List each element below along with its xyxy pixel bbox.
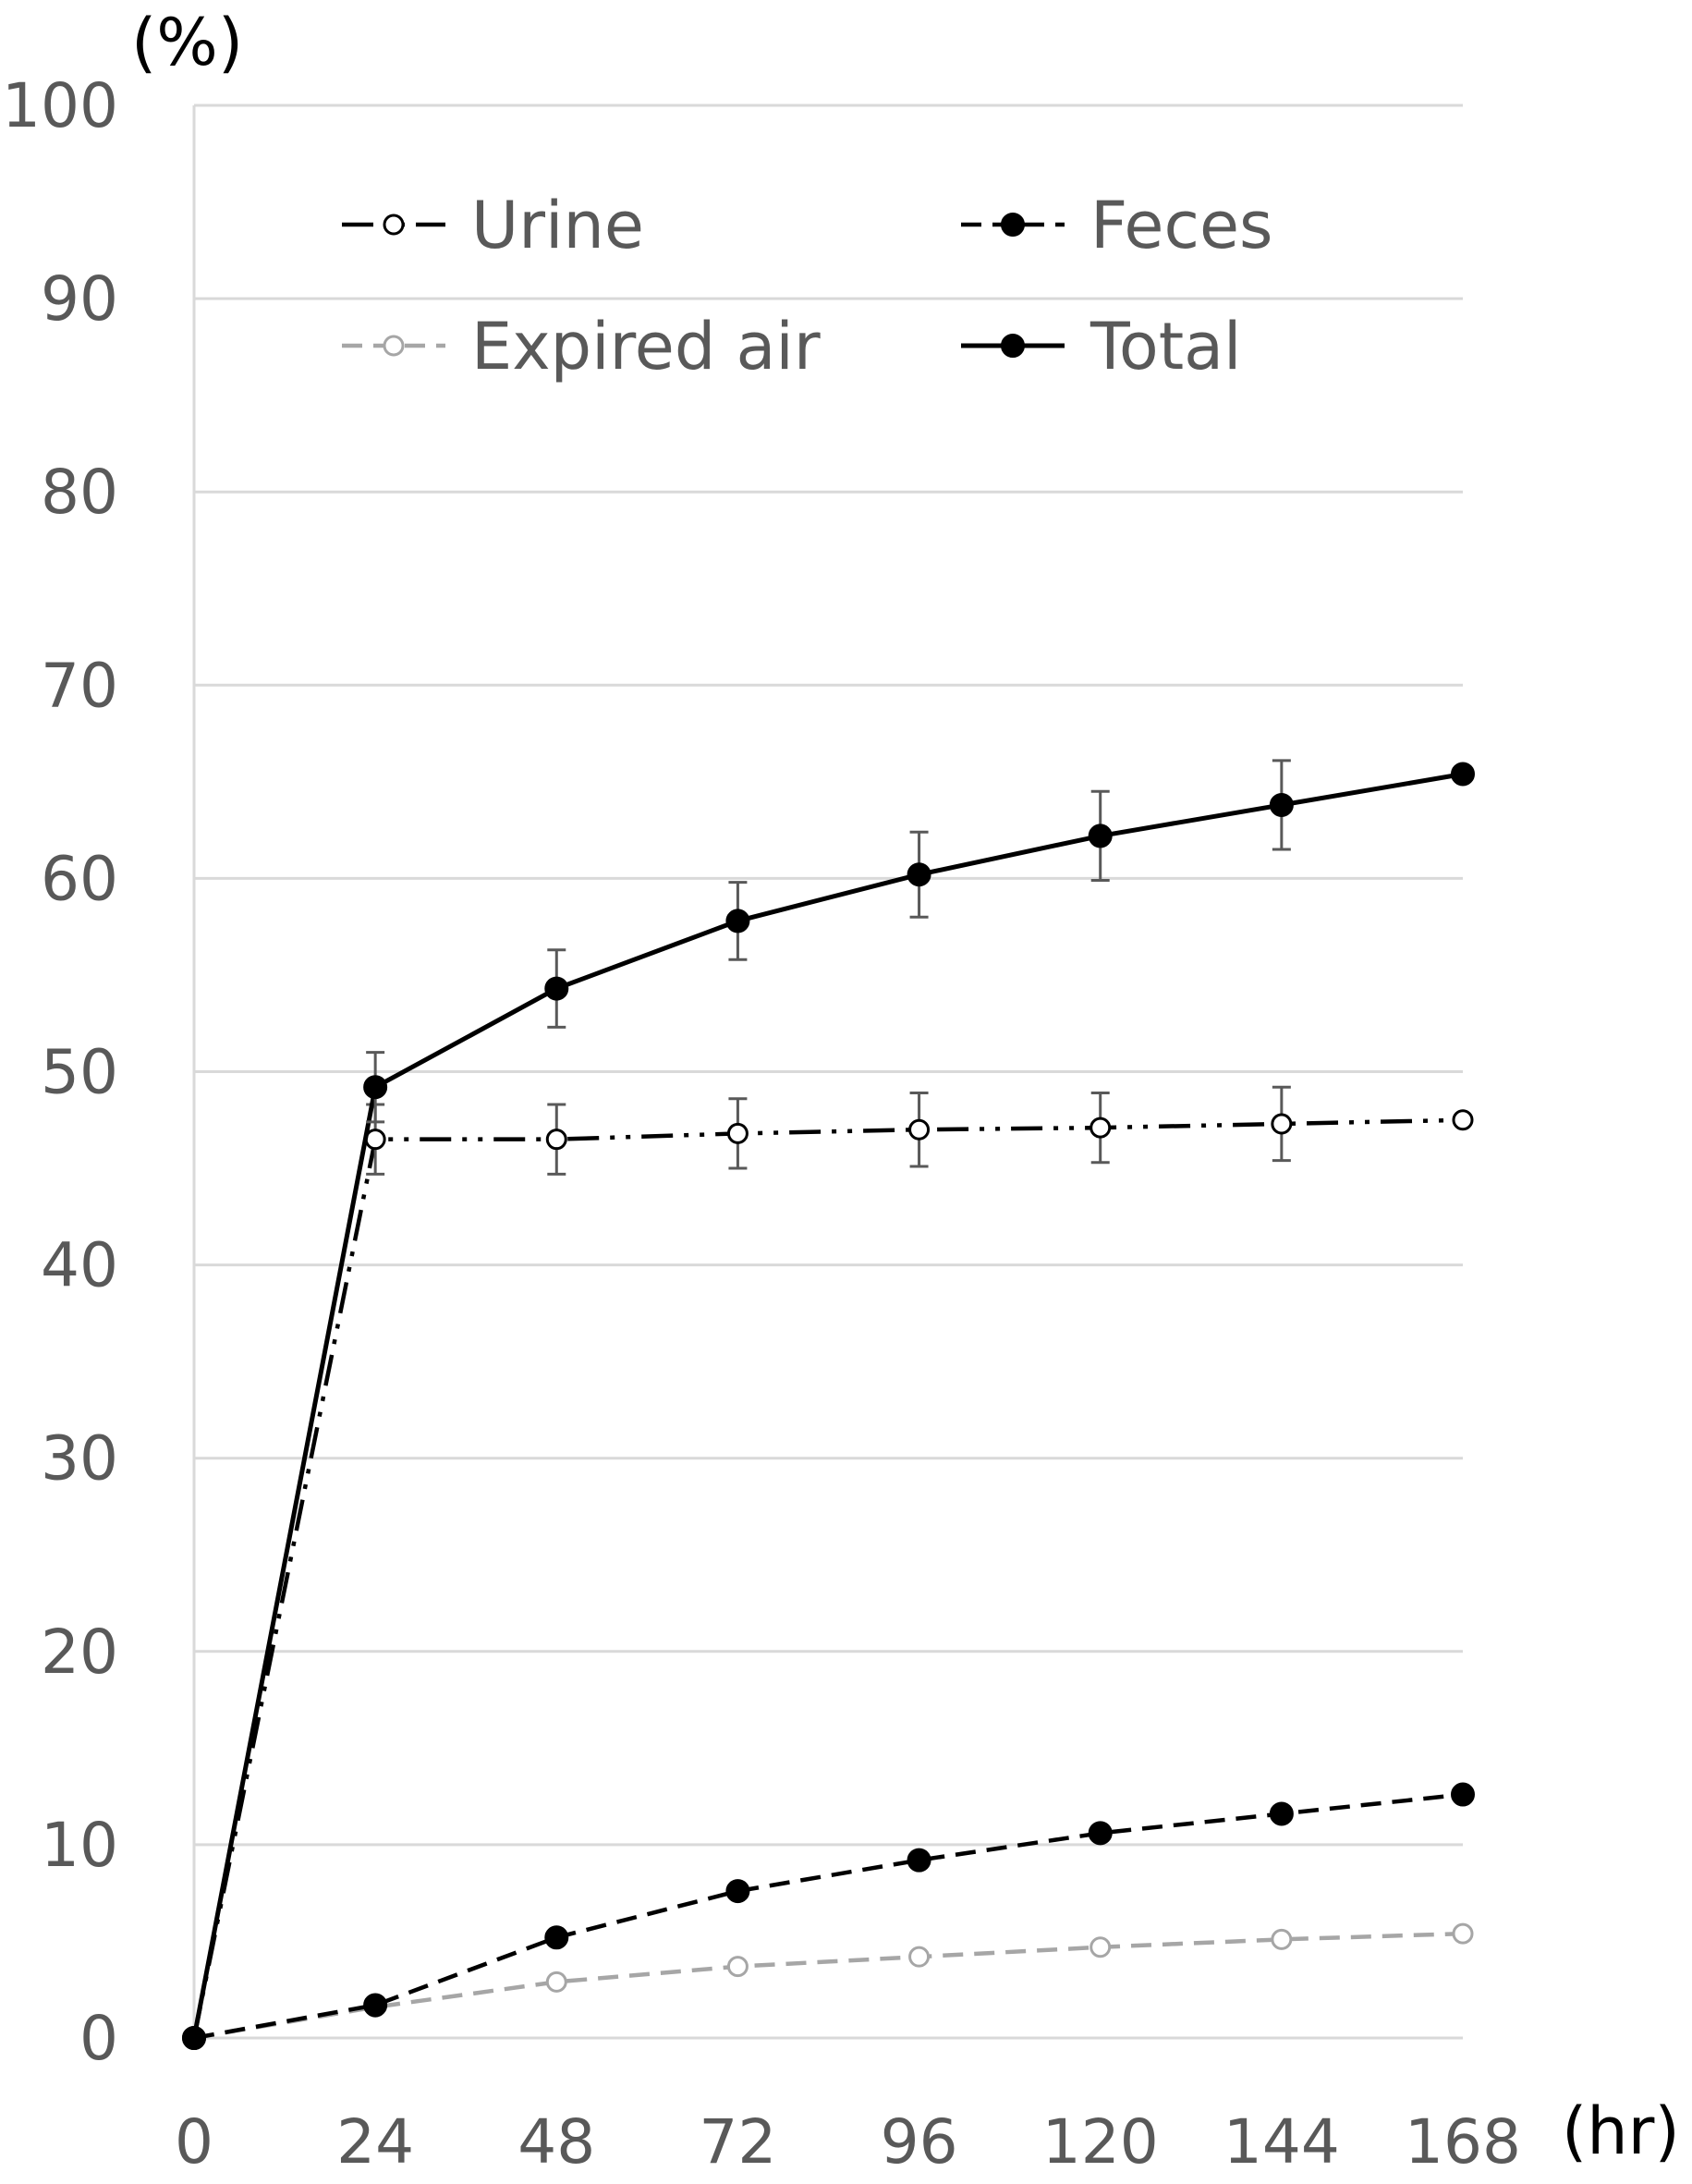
- y-tick-label: 60: [41, 843, 118, 914]
- expired-air-point: [908, 1946, 931, 1968]
- x-tick-label: 48: [517, 2106, 595, 2178]
- legend-label: Urine: [471, 188, 644, 263]
- feces-point: [363, 1993, 388, 2018]
- axes: [192, 105, 1463, 2040]
- legend-item-total: Total: [961, 309, 1241, 384]
- y-axis-unit-label: (%): [131, 5, 243, 80]
- urine-point: [908, 1118, 931, 1141]
- x-tick-label: 96: [881, 2106, 958, 2178]
- y-tick-label: 0: [79, 2003, 118, 2074]
- legend: Urine Feces Expired air Total: [342, 188, 1273, 384]
- y-tick-label: 20: [41, 1617, 118, 1688]
- total-point: [1088, 824, 1113, 848]
- y-tick-label: 40: [41, 1230, 118, 1301]
- feces-point: [1269, 1801, 1294, 1826]
- total-point: [907, 862, 931, 887]
- tick-labels: 0 10 20 30 40 50 60 70 80 90 100 0 24 48 72 96 120 144 168: [2, 70, 1521, 2178]
- legend-label: Total: [1089, 309, 1241, 384]
- legend-swatch-marker: [1001, 213, 1025, 237]
- total-point: [182, 2026, 206, 2050]
- x-tick-label: 120: [1042, 2106, 1159, 2178]
- gridlines: [194, 104, 1463, 1847]
- series-urine: [183, 1085, 1474, 2049]
- feces-line: [193, 1792, 1464, 2041]
- x-tick-label: 0: [175, 2106, 213, 2178]
- y-tick-label: 100: [2, 70, 118, 141]
- y-tick-label: 10: [41, 1810, 118, 1881]
- legend-item-expired-air: Expired air: [342, 309, 821, 384]
- y-tick-label: 30: [41, 1423, 118, 1495]
- total-point: [1451, 762, 1475, 787]
- expired-air-point: [1089, 1936, 1112, 1958]
- feces-point: [907, 1848, 931, 1873]
- series-total: [182, 759, 1475, 2050]
- legend-label: Feces: [1090, 188, 1273, 263]
- legend-swatch-marker: [383, 335, 405, 357]
- urine-point: [726, 1122, 749, 1144]
- x-tick-label: 168: [1405, 2106, 1521, 2178]
- urine-point: [1452, 1109, 1474, 1131]
- expired-air-point: [1452, 1922, 1474, 1945]
- y-tick-label: 50: [41, 1037, 118, 1108]
- series-feces: [182, 1782, 1475, 2050]
- series: [182, 759, 1475, 2050]
- y-tick-label: 80: [41, 457, 118, 528]
- feces-point: [725, 1879, 750, 1904]
- expired-air-line: [193, 1931, 1464, 2041]
- legend-item-urine: Urine: [342, 188, 644, 263]
- feces-point: [1451, 1782, 1475, 1807]
- y-tick-label: 70: [41, 650, 118, 721]
- x-tick-label: 144: [1223, 2106, 1340, 2178]
- legend-item-feces: Feces: [961, 188, 1273, 263]
- expired-air-point: [545, 1970, 567, 1993]
- total-point: [544, 976, 569, 1001]
- legend-label: Expired air: [471, 309, 821, 384]
- series-expired-air: [183, 1922, 1474, 2049]
- expired-air-point: [1271, 1928, 1293, 1950]
- urine-point: [545, 1129, 567, 1151]
- x-tick-label: 24: [336, 2106, 414, 2178]
- urine-line: [191, 1117, 1464, 2039]
- expired-air-point: [726, 1956, 749, 1978]
- urine-point: [1271, 1113, 1293, 1135]
- x-axis-unit-label: (hr): [1562, 2093, 1680, 2169]
- total-point: [725, 909, 750, 933]
- feces-point: [544, 1925, 569, 1950]
- legend-swatch-marker: [383, 214, 405, 236]
- y-tick-label: 90: [41, 263, 118, 335]
- x-tick-label: 72: [699, 2106, 776, 2178]
- legend-swatch-marker: [1001, 334, 1025, 358]
- urine-point: [1089, 1116, 1112, 1139]
- total-point: [1269, 792, 1294, 817]
- feces-point: [1088, 1821, 1113, 1846]
- total-line: [191, 772, 1464, 2039]
- total-point: [363, 1075, 388, 1100]
